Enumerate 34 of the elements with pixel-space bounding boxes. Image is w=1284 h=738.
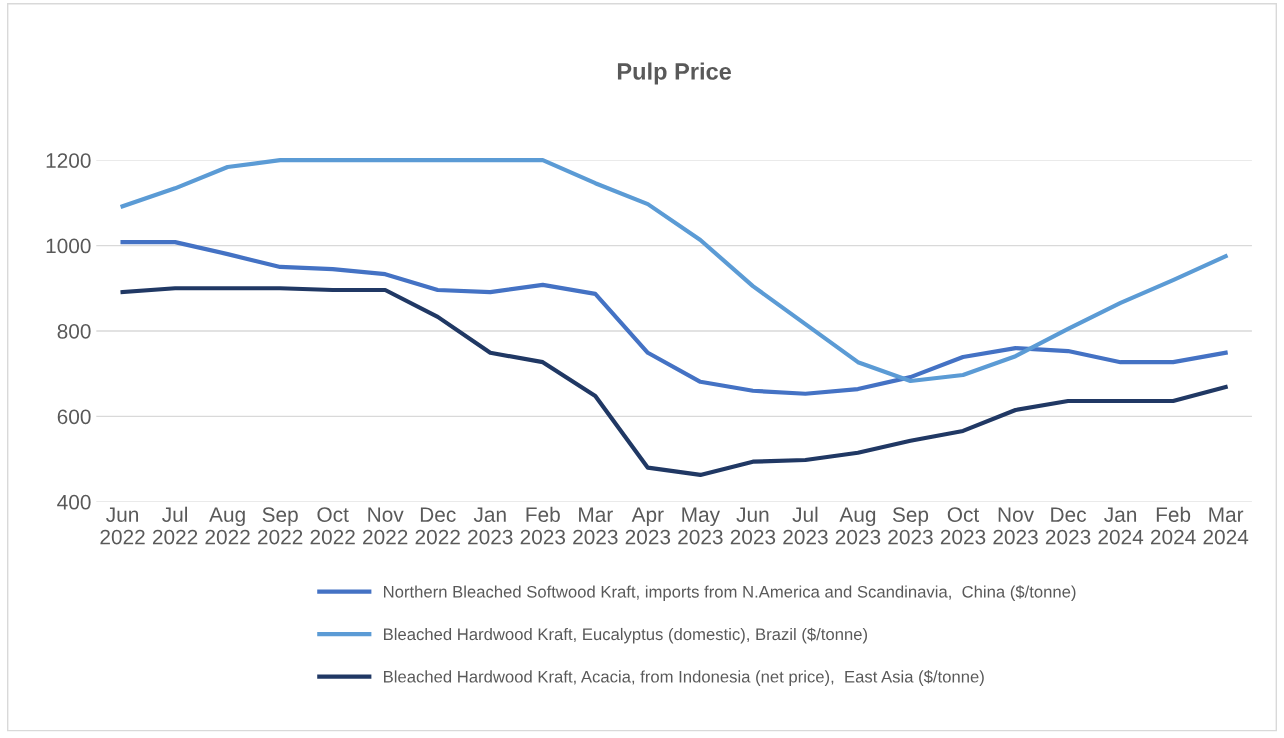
x-tick-label: Aug 2023 [835,507,881,545]
chart-title: Pulp Price [617,62,732,85]
x-tick-label: Nov 2022 [363,507,408,545]
x-tick-label: Dec 2023 [1045,507,1091,545]
x-tick-label: Apr 2023 [625,507,671,545]
x-tick-label: Nov 2023 [993,507,1038,545]
x-tick-label: Feb 2023 [520,506,566,545]
line-series [120,158,1228,384]
x-tick-label: Jul 2022 [152,506,198,545]
y-tick-label: 600 [57,409,91,425]
x-tick-label: Jun 2023 [730,507,776,545]
legend-label: Bleached Hardwood Kraft, Acacia, from Indonesia (net price), East Asia ($/tonne) [384,670,984,686]
x-tick-label: Sep 2023 [888,507,933,545]
y-tick-label: 400 [57,494,91,510]
line-series [120,286,1228,478]
legend-label: Northern Bleached Softwood Kraft, imports from N.America and Scandinavia, China ($/tonne) [384,585,1076,601]
x-tick-label: Oct 2022 [310,507,355,545]
x-tick-label: Mar 2024 [1203,507,1249,545]
x-tick-label: Oct 2023 [940,507,986,545]
legend-label: Bleached Hardwood Kraft, Eucalyptus (domestic), Brazil ($/tonne) [384,627,868,644]
x-tick-label: Feb 2024 [1150,506,1196,545]
x-tick-label: Sep 2022 [258,507,303,545]
x-tick-label: Jun 2022 [100,507,145,545]
x-tick-label: Mar 2023 [573,507,618,545]
y-tick-label: 1200 [46,153,91,168]
x-tick-label: Jul 2023 [783,506,828,545]
y-tick-label: 1000 [46,238,91,254]
y-tick-label: 800 [57,323,91,339]
x-tick-label: Jan 2023 [468,507,513,545]
x-tick-label: Jan 2024 [1098,507,1144,545]
x-tick-label: Aug 2022 [205,507,250,545]
x-tick-label: Dec 2022 [415,507,460,545]
line-series [120,240,1228,396]
x-tick-label: May 2023 [678,507,723,545]
